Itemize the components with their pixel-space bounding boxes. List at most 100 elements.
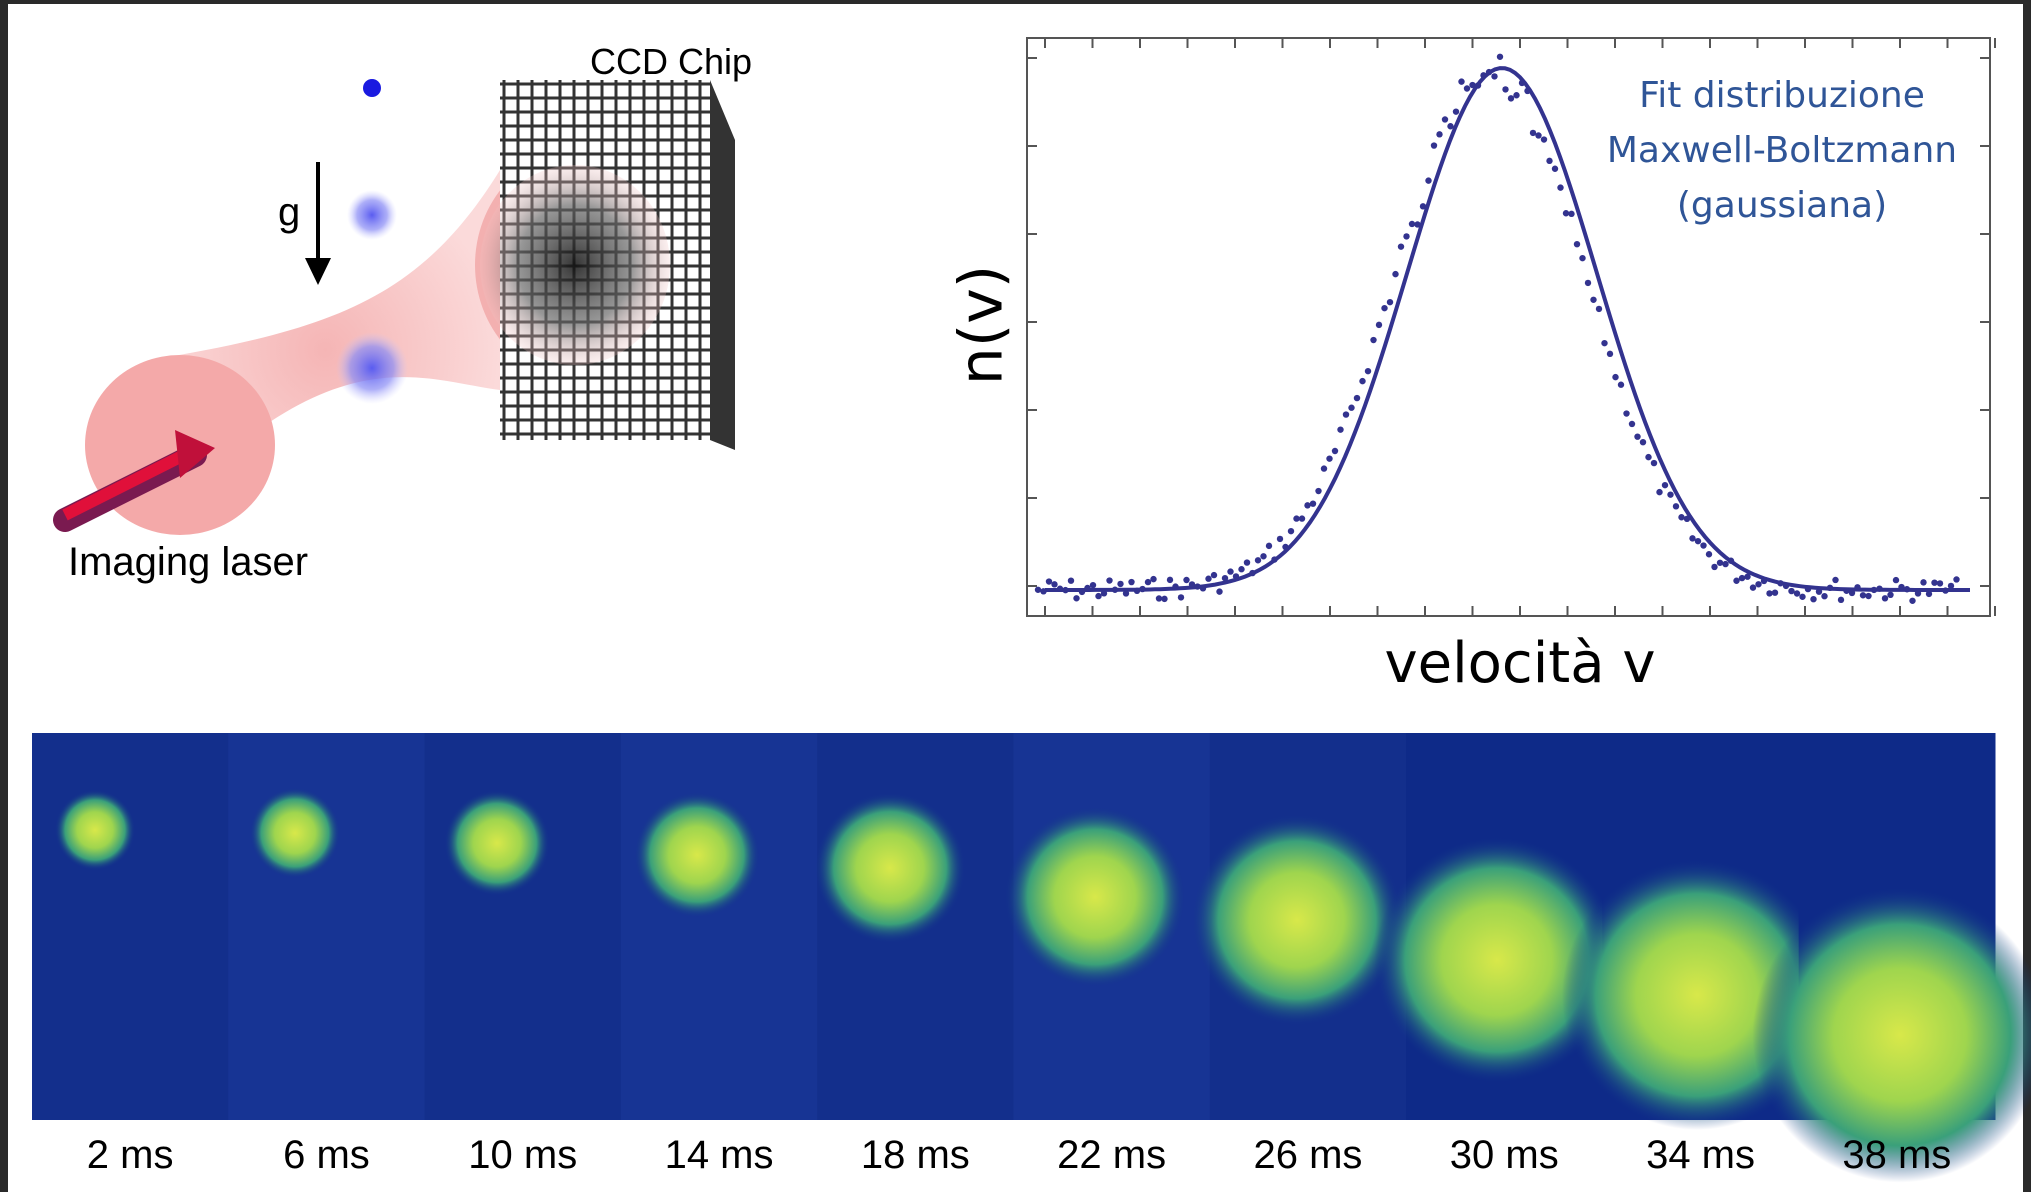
sample-point: [1232, 573, 1240, 580]
sample-point: [1078, 588, 1086, 596]
sample-point: [1073, 595, 1080, 602]
sample-point: [1221, 574, 1229, 582]
sample-point: [1040, 588, 1047, 595]
sample-point: [1161, 595, 1168, 603]
sample-point: [1133, 587, 1141, 595]
sample-point: [1716, 559, 1724, 566]
sample-point: [1447, 123, 1454, 130]
sample-point: [1771, 589, 1779, 596]
sample-point: [1931, 579, 1938, 586]
sample-point: [1777, 580, 1784, 587]
sample-point: [1100, 590, 1108, 597]
sample-point: [1947, 582, 1955, 590]
laser-label: Imaging laser: [68, 540, 308, 584]
sample-point: [1265, 542, 1273, 550]
sample-point: [1056, 585, 1064, 592]
sample-point: [1375, 321, 1383, 329]
time-label: 22 ms: [1057, 1133, 1166, 1177]
sample-point: [1601, 339, 1608, 347]
sample-point: [1518, 79, 1526, 87]
time-label: 34 ms: [1646, 1133, 1755, 1177]
sample-point: [1579, 254, 1586, 262]
time-label: 6 ms: [283, 1133, 370, 1177]
sample-point: [1700, 542, 1707, 549]
sample-point: [1727, 557, 1735, 564]
sample-point: [1524, 87, 1531, 95]
sample-point: [1095, 592, 1102, 600]
plot-frame: [1026, 37, 1991, 617]
sample-point: [1084, 584, 1091, 592]
sample-point: [1551, 165, 1559, 172]
panel: [228, 733, 426, 1120]
sample-point: [1298, 515, 1306, 522]
sample-point: [1485, 68, 1493, 76]
sample-point: [1254, 557, 1262, 564]
sample-point: [1606, 350, 1614, 358]
sample-point: [1529, 129, 1537, 137]
sample-point: [1639, 438, 1647, 446]
sample-point: [1612, 373, 1619, 381]
sample-point: [1925, 590, 1933, 598]
sample-point: [1403, 233, 1410, 240]
sample-point: [1656, 488, 1663, 496]
sample-point: [1496, 53, 1504, 60]
sample-point: [1353, 394, 1361, 402]
sample-point: [1898, 583, 1905, 591]
sample-point: [1865, 592, 1872, 600]
sample-point: [1683, 515, 1691, 523]
sample-point: [1694, 537, 1702, 545]
sample-point: [1793, 590, 1801, 597]
sample-point: [1304, 502, 1311, 509]
sample-point: [1491, 73, 1498, 80]
sample-point: [1199, 585, 1207, 592]
atom-cloud: [1192, 815, 1402, 1025]
sample-point: [1139, 585, 1146, 593]
sample-point: [1634, 433, 1641, 440]
sample-point: [1381, 304, 1388, 312]
sample-point: [1386, 298, 1394, 306]
sample-point: [1430, 142, 1438, 149]
sample-point: [1843, 587, 1850, 594]
atom-cloud: [250, 788, 340, 878]
sample-point: [1480, 72, 1487, 79]
time-label: 18 ms: [861, 1133, 970, 1177]
sample-point: [1870, 586, 1878, 594]
sample-point: [1573, 240, 1581, 248]
sample-point: [1320, 465, 1328, 472]
sample-point: [1645, 453, 1652, 461]
time-label: 26 ms: [1253, 1133, 1362, 1177]
sample-point: [1502, 86, 1509, 93]
sample-point: [1804, 585, 1812, 593]
sample-point: [1089, 581, 1097, 589]
sample-point: [1821, 592, 1828, 600]
time-label: 2 ms: [87, 1133, 174, 1177]
sample-point: [1238, 566, 1245, 573]
sample-point: [1628, 420, 1636, 428]
sample-point: [1661, 481, 1669, 489]
time-label: 10 ms: [468, 1133, 577, 1177]
sample-point: [1392, 270, 1399, 278]
sample-point: [1738, 574, 1746, 582]
sample-point: [1183, 576, 1190, 584]
sample-point: [1590, 296, 1597, 303]
sample-point: [1876, 585, 1883, 592]
sample-point: [1689, 535, 1696, 542]
sample-point: [1309, 500, 1317, 507]
sample-point: [1194, 583, 1201, 590]
sample-point: [1826, 584, 1834, 592]
sample-point: [1650, 459, 1658, 467]
sample-point: [1617, 381, 1625, 388]
sample-point: [1672, 503, 1680, 510]
sample-point: [1331, 447, 1339, 455]
sample-point: [1210, 571, 1218, 579]
sample-point: [1733, 577, 1740, 584]
sample-point: [1216, 588, 1223, 595]
sample-point: [1034, 586, 1042, 593]
sample-point: [1177, 594, 1185, 601]
sample-point: [1546, 157, 1553, 165]
sample-point: [1766, 590, 1773, 597]
sample-point: [1326, 455, 1333, 462]
sample-point: [1755, 581, 1762, 588]
sample-point: [1348, 404, 1355, 411]
